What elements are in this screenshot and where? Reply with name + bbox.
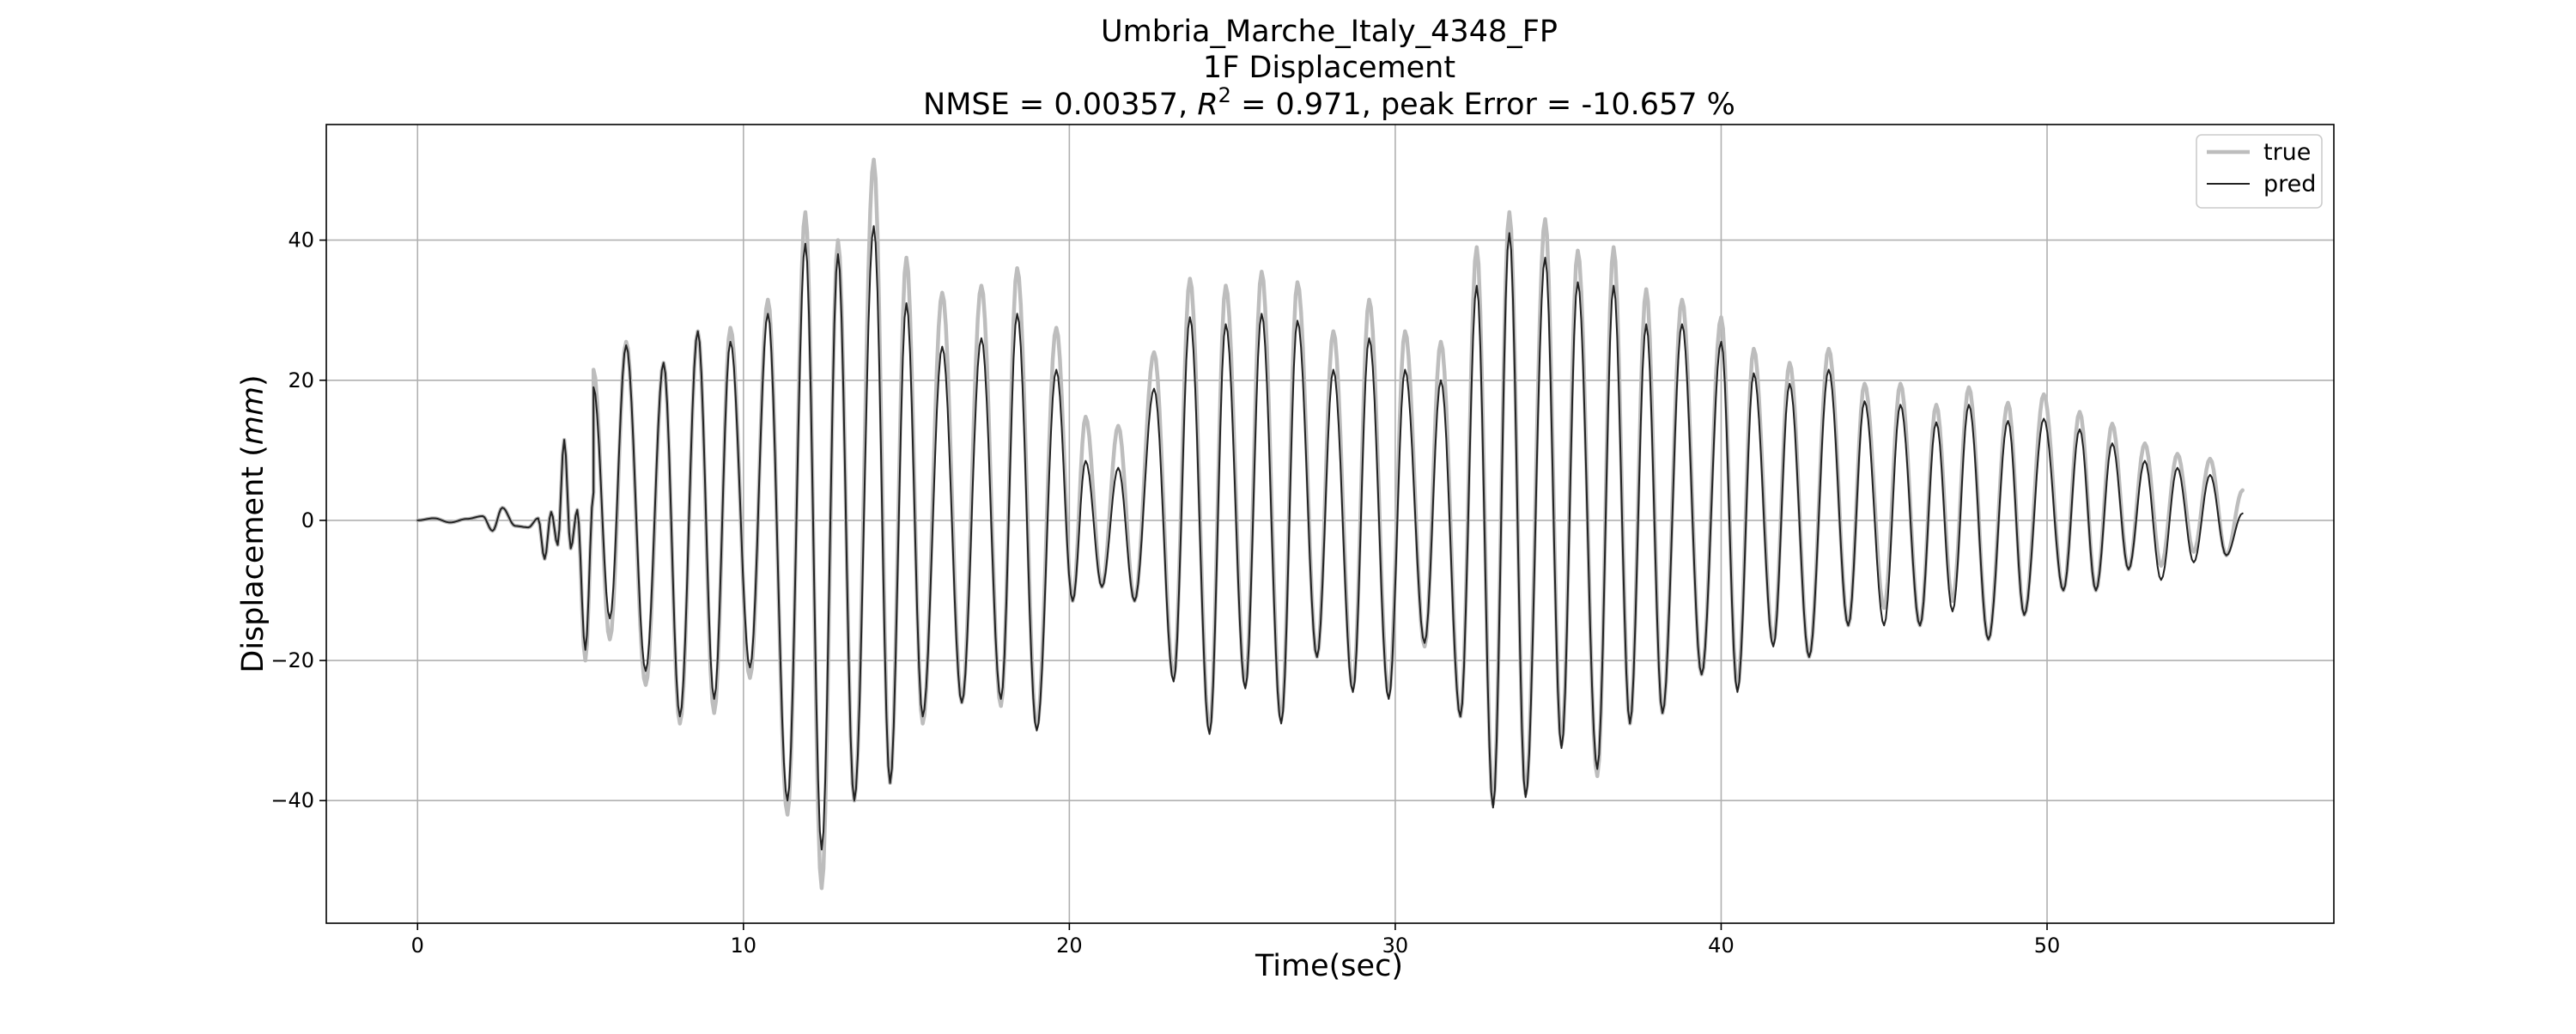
y-tick-label: 0 <box>301 508 314 532</box>
y-tick-label: 40 <box>288 228 314 252</box>
x-tick-label: 20 <box>1056 934 1083 958</box>
x-tick-label: 40 <box>1708 934 1735 958</box>
metrics-prefix: NMSE = 0.00357, <box>923 88 1197 122</box>
y-tick-label: −40 <box>270 788 314 812</box>
title-line-2: 1F Displacement <box>1203 51 1455 85</box>
r2-exponent: 2 <box>1218 83 1231 107</box>
x-tick-label: 50 <box>2034 934 2061 958</box>
title-line-1: Umbria_Marche_Italy_4348_FP <box>1101 15 1558 49</box>
r2-symbol: R <box>1197 88 1218 122</box>
x-tick-label: 30 <box>1382 934 1409 958</box>
y-tick-label: 20 <box>288 368 314 392</box>
series-lines <box>416 157 2245 891</box>
legend-label-true: true <box>2263 139 2311 166</box>
plot-area-frame <box>325 124 2335 924</box>
y-axis-label-close: ) <box>236 374 270 386</box>
x-tick-label: 10 <box>731 934 757 958</box>
y-tick-label: −20 <box>270 648 314 672</box>
chart-title: Umbria_Marche_Italy_4348_FP 1F Displacem… <box>923 15 1735 122</box>
series-line-pred <box>416 225 2244 851</box>
y-axis-label-main: Displacement ( <box>236 445 270 672</box>
legend-label-pred: pred <box>2263 171 2316 198</box>
metrics-line: NMSE = 0.00357, R2 = 0.971, peak Error =… <box>923 83 1735 122</box>
legend: true pred <box>2196 134 2323 209</box>
metrics-suffix: = 0.971, peak Error = -10.657 % <box>1231 88 1735 122</box>
y-axis-label-unit: mm <box>236 386 270 445</box>
x-tick-label: 0 <box>411 934 424 958</box>
axis-ticks: 0 10 20 30 40 50 −40 −20 0 20 40 <box>270 228 2060 958</box>
x-axis-label: Time(sec) <box>1255 949 1403 983</box>
y-axis-label: Displacement (mm) <box>236 374 270 672</box>
